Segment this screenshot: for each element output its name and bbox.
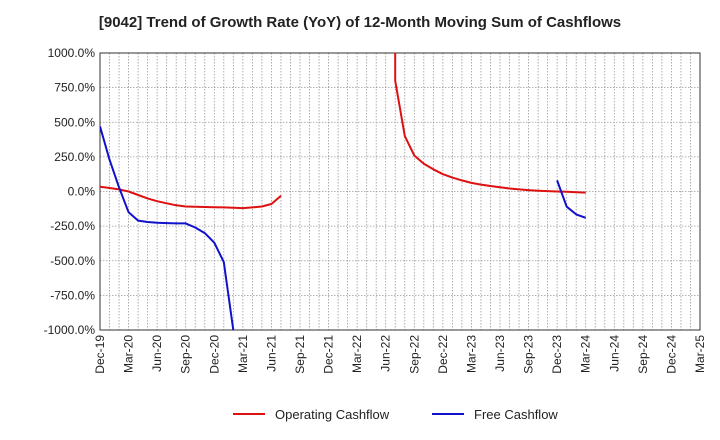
chart-title: [9042] Trend of Growth Rate (YoY) of 12-… xyxy=(98,14,622,31)
y-tick-label: 0.0% xyxy=(68,185,96,199)
x-tick-label: Mar-22 xyxy=(350,335,364,373)
x-tick-label: Mar-24 xyxy=(579,335,593,373)
x-tick-label: Mar-20 xyxy=(122,335,136,373)
free-cashflow-line xyxy=(100,126,235,330)
operating-cashflow-line xyxy=(100,185,282,210)
x-tick-label: Dec-22 xyxy=(436,335,450,374)
x-tick-label: Sep-23 xyxy=(522,335,536,374)
x-tick-label: Mar-21 xyxy=(236,335,250,373)
x-tick-label: Dec-20 xyxy=(207,335,221,374)
operating-cashflow-series xyxy=(100,53,586,210)
y-tick-label: 500.0% xyxy=(54,115,95,129)
x-tick-label: Jun-20 xyxy=(150,335,164,372)
x-tick-label: Dec-23 xyxy=(550,335,564,374)
x-tick-label: Sep-20 xyxy=(179,335,193,374)
y-tick-label: 1000.0% xyxy=(48,46,96,60)
y-tick-label: -500.0% xyxy=(50,254,95,268)
y-tick-label: -250.0% xyxy=(50,219,95,233)
x-tick-label: Dec-24 xyxy=(664,335,678,374)
free-cashflow-legend-label: Free Cashflow xyxy=(474,407,558,422)
x-tick-label: Jun-22 xyxy=(379,335,393,372)
operating-cashflow-legend-label: Operating Cashflow xyxy=(275,407,390,422)
x-tick-label: Sep-21 xyxy=(293,335,307,374)
x-tick-label: Sep-22 xyxy=(407,335,421,374)
y-tick-label: 250.0% xyxy=(54,150,95,164)
x-tick-label: Dec-21 xyxy=(322,335,336,374)
x-tick-label: Jun-23 xyxy=(493,335,507,372)
operating-cashflow-line xyxy=(394,53,586,194)
plot-border xyxy=(99,52,701,331)
x-tick-label: Jun-24 xyxy=(607,335,621,372)
x-tick-label: Mar-23 xyxy=(464,335,478,373)
x-tick-label: Mar-25 xyxy=(693,335,707,373)
y-tick-label: 750.0% xyxy=(54,81,95,95)
free-cashflow-series xyxy=(100,126,587,330)
legend: Operating Cashflow Free Cashflow xyxy=(233,407,558,422)
y-tick-label: -750.0% xyxy=(50,288,95,302)
y-tick-label: -1000.0% xyxy=(44,323,96,337)
x-tick-label: Dec-19 xyxy=(93,335,107,374)
x-tick-label: Sep-24 xyxy=(636,335,650,374)
x-tick-label: Jun-21 xyxy=(264,335,278,372)
free-cashflow-line xyxy=(556,180,587,219)
